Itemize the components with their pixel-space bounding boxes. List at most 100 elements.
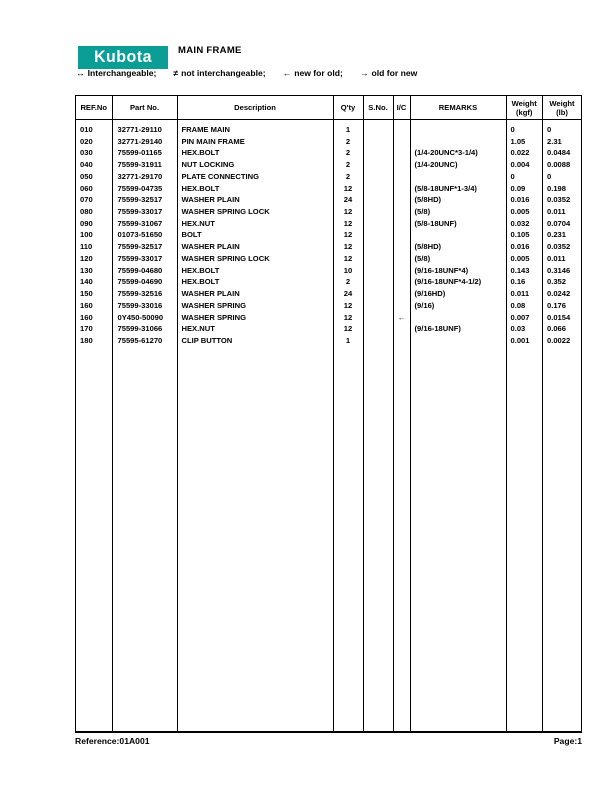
footer-page-number: Page:1	[553, 736, 582, 746]
ref-cell: 090	[80, 218, 93, 228]
column-body-ic: ←	[394, 120, 410, 347]
column-body-part: 32771-29110 32771-29140 75599-01165 75599-3…	[113, 120, 177, 347]
column-header-ic: I/C	[393, 96, 410, 120]
sno-cell	[364, 171, 393, 183]
desc-cell: HEX.BOLT	[181, 277, 220, 287]
kgf-cell: 0.005	[510, 253, 530, 263]
ic-cell	[394, 124, 410, 136]
legend-item-old-for-new: → old for new	[360, 68, 417, 78]
remarks-cell: (5/8HD)	[414, 195, 442, 205]
part-cell: 32771-29140	[117, 136, 163, 146]
ref-cell: 070	[80, 195, 93, 205]
lb-cell: 0.066	[547, 324, 567, 334]
remarks-cell	[411, 136, 506, 148]
ic-cell	[394, 229, 410, 241]
remarks-cell	[411, 171, 506, 183]
qty-cell: 2	[345, 171, 351, 181]
lb-cell: 0.0154	[547, 312, 571, 322]
part-cell: 75599-33017	[117, 253, 163, 263]
column-body-desc: FRAME MAIN PIN MAIN FRAME HEX.BOLT NUT LOCK…	[178, 120, 333, 347]
ref-cell: 180	[80, 335, 93, 345]
desc-cell: HEX.BOLT	[181, 148, 220, 158]
lb-cell: 0.0352	[547, 242, 571, 252]
sno-cell	[364, 159, 393, 171]
ref-cell: 100	[80, 230, 93, 240]
sno-cell	[364, 229, 393, 241]
part-cell: 75595-61270	[117, 335, 163, 345]
column-header-label: REF.No	[80, 103, 108, 112]
column-body-lb: 0 2.31 0.0484 0.0088 0 0.198 0.0352 0.011 0.0704…	[543, 120, 581, 347]
sno-cell	[364, 253, 393, 265]
column-header-part: Part No.	[112, 96, 177, 120]
ref-cell: 110	[80, 242, 93, 252]
ref-cell: 080	[80, 207, 93, 217]
lb-cell: 0.198	[547, 183, 567, 193]
desc-cell: CLIP BUTTON	[181, 335, 233, 345]
column-header-label2: (kgf)	[516, 107, 533, 117]
kgf-cell: 0.16	[510, 277, 526, 287]
column-ic: I/C ←	[393, 96, 411, 731]
desc-cell: PIN MAIN FRAME	[181, 136, 245, 146]
not-equal-icon: ≠	[173, 68, 179, 78]
ic-cell	[394, 300, 410, 312]
desc-cell: FRAME MAIN	[181, 125, 231, 134]
ref-cell: 060	[80, 183, 93, 193]
column-header-label: REMARKS	[438, 103, 478, 112]
lb-cell: 0.0484	[547, 148, 571, 158]
sno-cell	[364, 206, 393, 218]
kgf-cell: 0.143	[510, 265, 530, 275]
qty-cell: 10	[343, 265, 353, 275]
qty-cell: 12	[343, 230, 353, 240]
column-header-desc: Description	[177, 96, 333, 120]
lb-cell: 0.0242	[547, 289, 571, 299]
ref-cell: 020	[80, 136, 93, 146]
lb-cell: 0.0088	[547, 160, 571, 170]
kgf-cell: 0.001	[510, 335, 530, 345]
desc-cell: HEX.NUT	[181, 324, 215, 334]
qty-cell: 24	[343, 289, 353, 299]
ref-cell: 170	[80, 324, 93, 334]
column-header-lb: Weight (lb)	[543, 96, 581, 120]
lb-cell: 0.0704	[547, 218, 571, 228]
lb-cell: 0.3146	[547, 265, 571, 275]
ic-cell	[394, 276, 410, 288]
kubota-logo-text: Kubota	[93, 48, 153, 66]
ic-cell	[394, 147, 410, 159]
qty-cell: 12	[343, 218, 353, 228]
qty-cell: 2	[345, 136, 351, 146]
column-part: Part No. 32771-29110 32771-29140 75599-0116…	[112, 96, 178, 731]
legend-label: Interchangeable;	[87, 68, 157, 78]
desc-cell: WASHER SPRING LOCK	[181, 253, 270, 263]
column-ref: REF.No 010 020 030 040 050 060 070 080 090 100 110 1…	[76, 96, 113, 731]
sno-cell	[364, 218, 393, 230]
qty-cell: 12	[343, 183, 353, 193]
column-sno: S.No.	[363, 96, 394, 731]
sno-cell	[364, 312, 393, 324]
ic-cell	[394, 253, 410, 265]
ic-cell	[394, 335, 410, 347]
part-cell: 75599-01165	[117, 148, 162, 158]
part-cell: 75599-31066	[117, 324, 163, 334]
lb-cell: 0.231	[547, 230, 567, 240]
sno-cell	[364, 265, 393, 277]
remarks-cell: (5/8)	[414, 207, 431, 217]
desc-cell: WASHER SPRING LOCK	[181, 207, 270, 217]
sno-cell	[364, 124, 393, 136]
desc-cell: NUT LOCKING	[181, 160, 235, 170]
sno-cell	[364, 276, 393, 288]
part-cell: 75599-31911	[117, 160, 162, 170]
part-cell: 32771-29110	[117, 125, 162, 134]
column-header-label: Weight	[511, 98, 537, 108]
lb-cell: 0.176	[547, 300, 567, 310]
remarks-cell: (1/4-20UNC)	[414, 160, 458, 170]
legend-label: old for new	[371, 68, 418, 78]
kubota-logo: Kubota	[78, 46, 168, 69]
ref-cell: 050	[80, 171, 93, 181]
part-cell: 75599-04735	[117, 183, 163, 193]
remarks-cell: (9/16HD)	[414, 289, 446, 299]
legend-item-not-interchangeable: ≠ not interchangeable;	[173, 68, 265, 78]
lb-cell: 0	[547, 171, 552, 181]
sno-cell	[364, 300, 393, 312]
ic-cell	[394, 288, 410, 300]
